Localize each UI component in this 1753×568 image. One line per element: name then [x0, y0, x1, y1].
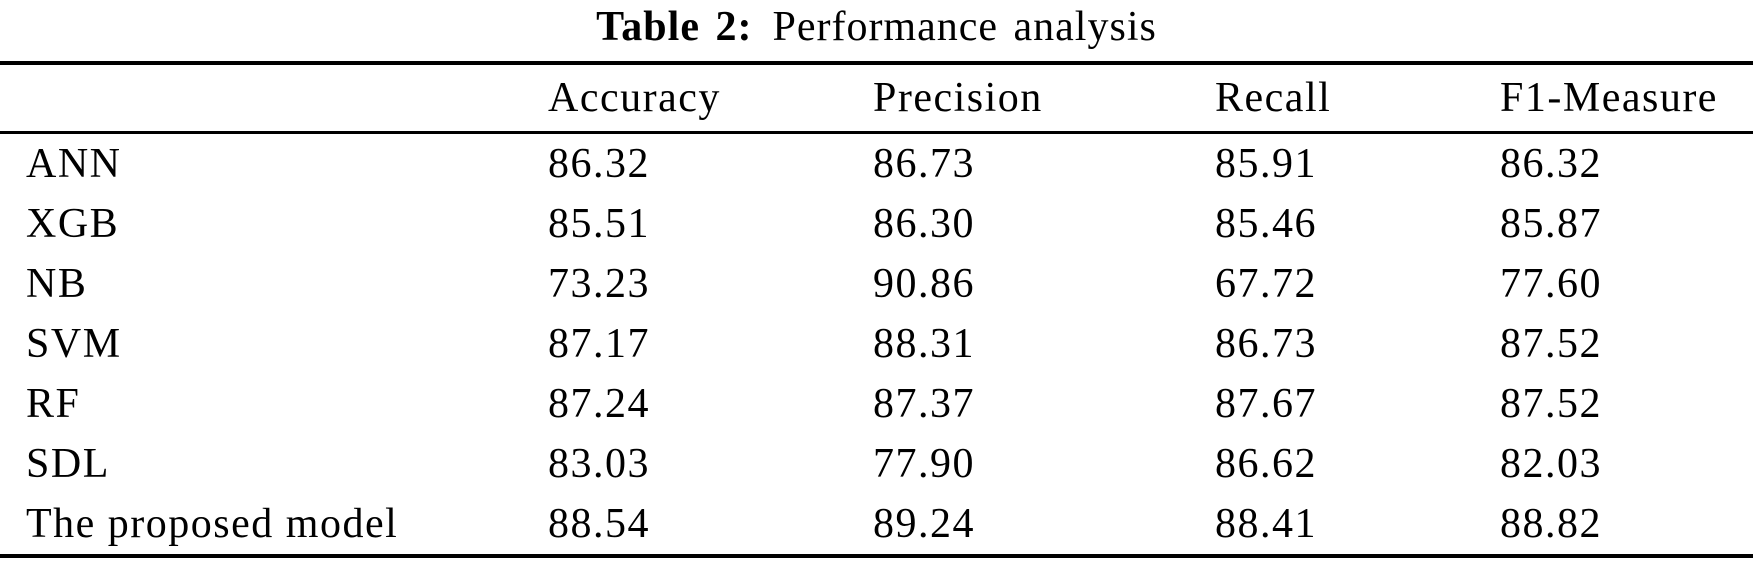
f1-measure-cell: 87.52 — [1500, 381, 1602, 427]
model-name-cell: NB — [26, 261, 88, 307]
model-name-cell: SVM — [26, 321, 122, 367]
precision-cell: 77.90 — [873, 441, 975, 487]
precision-cell: 90.86 — [873, 261, 975, 307]
table-caption-text: Performance analysis — [772, 4, 1157, 50]
table-row: RF 87.24 87.37 87.67 87.52 — [0, 374, 1753, 434]
accuracy-cell: 87.24 — [548, 381, 650, 427]
accuracy-cell: 83.03 — [548, 441, 650, 487]
precision-cell: 86.30 — [873, 201, 975, 247]
table-caption-label: Table 2: — [596, 4, 753, 50]
accuracy-cell: 85.51 — [548, 201, 650, 247]
table-row: SDL 83.03 77.90 86.62 82.03 — [0, 434, 1753, 494]
table-body: ANN 86.32 86.73 85.91 86.32 XGB 85.51 86… — [0, 133, 1753, 557]
table-caption: Table 2: Performance analysis — [0, 0, 1753, 61]
recall-cell: 87.67 — [1215, 381, 1317, 427]
model-name-cell: RF — [26, 381, 81, 427]
column-header-f1-measure: F1-Measure — [1500, 63, 1753, 134]
recall-cell: 86.73 — [1215, 321, 1317, 367]
table-row: NB 73.23 90.86 67.72 77.60 — [0, 254, 1753, 314]
recall-cell: 85.91 — [1215, 141, 1317, 187]
table-row: XGB 85.51 86.30 85.46 85.87 — [0, 194, 1753, 254]
accuracy-cell: 88.54 — [548, 501, 650, 547]
table-header: Accuracy Precision Recall F1-Measure — [0, 63, 1753, 134]
accuracy-cell: 86.32 — [548, 141, 650, 187]
f1-measure-cell: 88.82 — [1500, 501, 1602, 547]
recall-cell: 86.62 — [1215, 441, 1317, 487]
precision-cell: 86.73 — [873, 141, 975, 187]
f1-measure-cell: 77.60 — [1500, 261, 1602, 307]
model-name-cell: The proposed model — [26, 501, 399, 547]
f1-measure-cell: 86.32 — [1500, 141, 1602, 187]
precision-cell: 87.37 — [873, 381, 975, 427]
column-header-accuracy: Accuracy — [548, 63, 873, 134]
model-name-cell: ANN — [26, 141, 122, 187]
model-name-cell: SDL — [26, 441, 110, 487]
table-row: The proposed model 88.54 89.24 88.41 88.… — [0, 494, 1753, 556]
column-header-recall: Recall — [1215, 63, 1500, 134]
f1-measure-cell: 85.87 — [1500, 201, 1602, 247]
table-row: SVM 87.17 88.31 86.73 87.52 — [0, 314, 1753, 374]
precision-cell: 89.24 — [873, 501, 975, 547]
f1-measure-cell: 87.52 — [1500, 321, 1602, 367]
header-row: Accuracy Precision Recall F1-Measure — [0, 63, 1753, 134]
accuracy-cell: 87.17 — [548, 321, 650, 367]
performance-table: Accuracy Precision Recall F1-Measure ANN… — [0, 61, 1753, 558]
recall-cell: 67.72 — [1215, 261, 1317, 307]
recall-cell: 88.41 — [1215, 501, 1317, 547]
recall-cell: 85.46 — [1215, 201, 1317, 247]
precision-cell: 88.31 — [873, 321, 975, 367]
column-header-precision: Precision — [873, 63, 1215, 134]
f1-measure-cell: 82.03 — [1500, 441, 1602, 487]
model-name-cell: XGB — [26, 201, 120, 247]
table-row: ANN 86.32 86.73 85.91 86.32 — [0, 133, 1753, 195]
accuracy-cell: 73.23 — [548, 261, 650, 307]
column-header-model — [0, 63, 548, 134]
